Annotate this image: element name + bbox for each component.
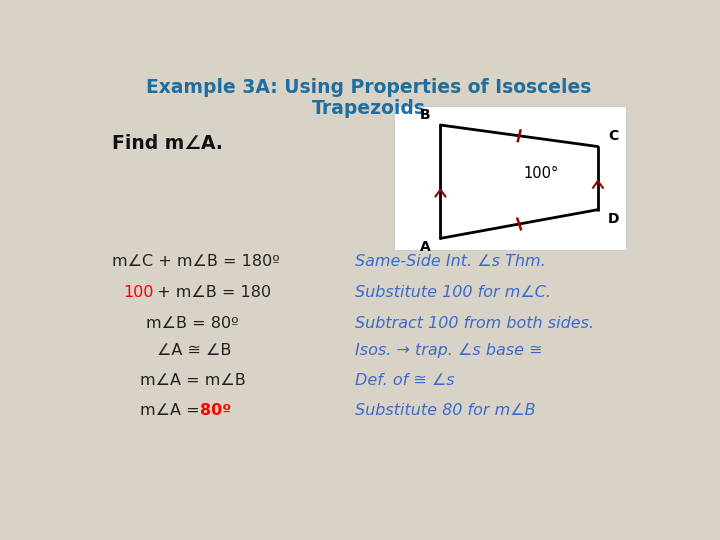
Text: C: C xyxy=(608,129,618,143)
Text: m∠B = 80º: m∠B = 80º xyxy=(145,316,238,331)
Text: 100°: 100° xyxy=(523,166,559,181)
Text: Substitute 80 for m∠B: Substitute 80 for m∠B xyxy=(355,403,536,418)
Text: m∠C + m∠B = 180º: m∠C + m∠B = 180º xyxy=(112,254,280,268)
Text: D: D xyxy=(608,212,619,226)
Bar xyxy=(394,106,626,250)
Text: Def. of ≅ ∠s: Def. of ≅ ∠s xyxy=(355,373,454,388)
Text: m∠A =: m∠A = xyxy=(140,403,205,418)
Text: A: A xyxy=(420,240,431,254)
Text: m∠A = m∠B: m∠A = m∠B xyxy=(140,373,246,388)
Text: Same-Side Int. ∠s Thm.: Same-Side Int. ∠s Thm. xyxy=(355,254,546,268)
Text: 80º: 80º xyxy=(200,403,232,418)
Text: 100: 100 xyxy=(124,285,154,300)
Text: Example 3A: Using Properties of Isosceles: Example 3A: Using Properties of Isoscele… xyxy=(146,78,592,97)
Text: + m∠B = 180: + m∠B = 180 xyxy=(153,285,271,300)
Text: Substitute 100 for m∠C.: Substitute 100 for m∠C. xyxy=(355,285,551,300)
Text: Isos. → trap. ∠s base ≅: Isos. → trap. ∠s base ≅ xyxy=(355,343,543,358)
Text: B: B xyxy=(420,107,431,122)
Text: ∠A ≅ ∠B: ∠A ≅ ∠B xyxy=(157,343,231,358)
Text: Trapezoids: Trapezoids xyxy=(312,99,426,118)
Text: Subtract 100 from both sides.: Subtract 100 from both sides. xyxy=(355,316,594,331)
Text: Find m∠A.: Find m∠A. xyxy=(112,134,223,153)
